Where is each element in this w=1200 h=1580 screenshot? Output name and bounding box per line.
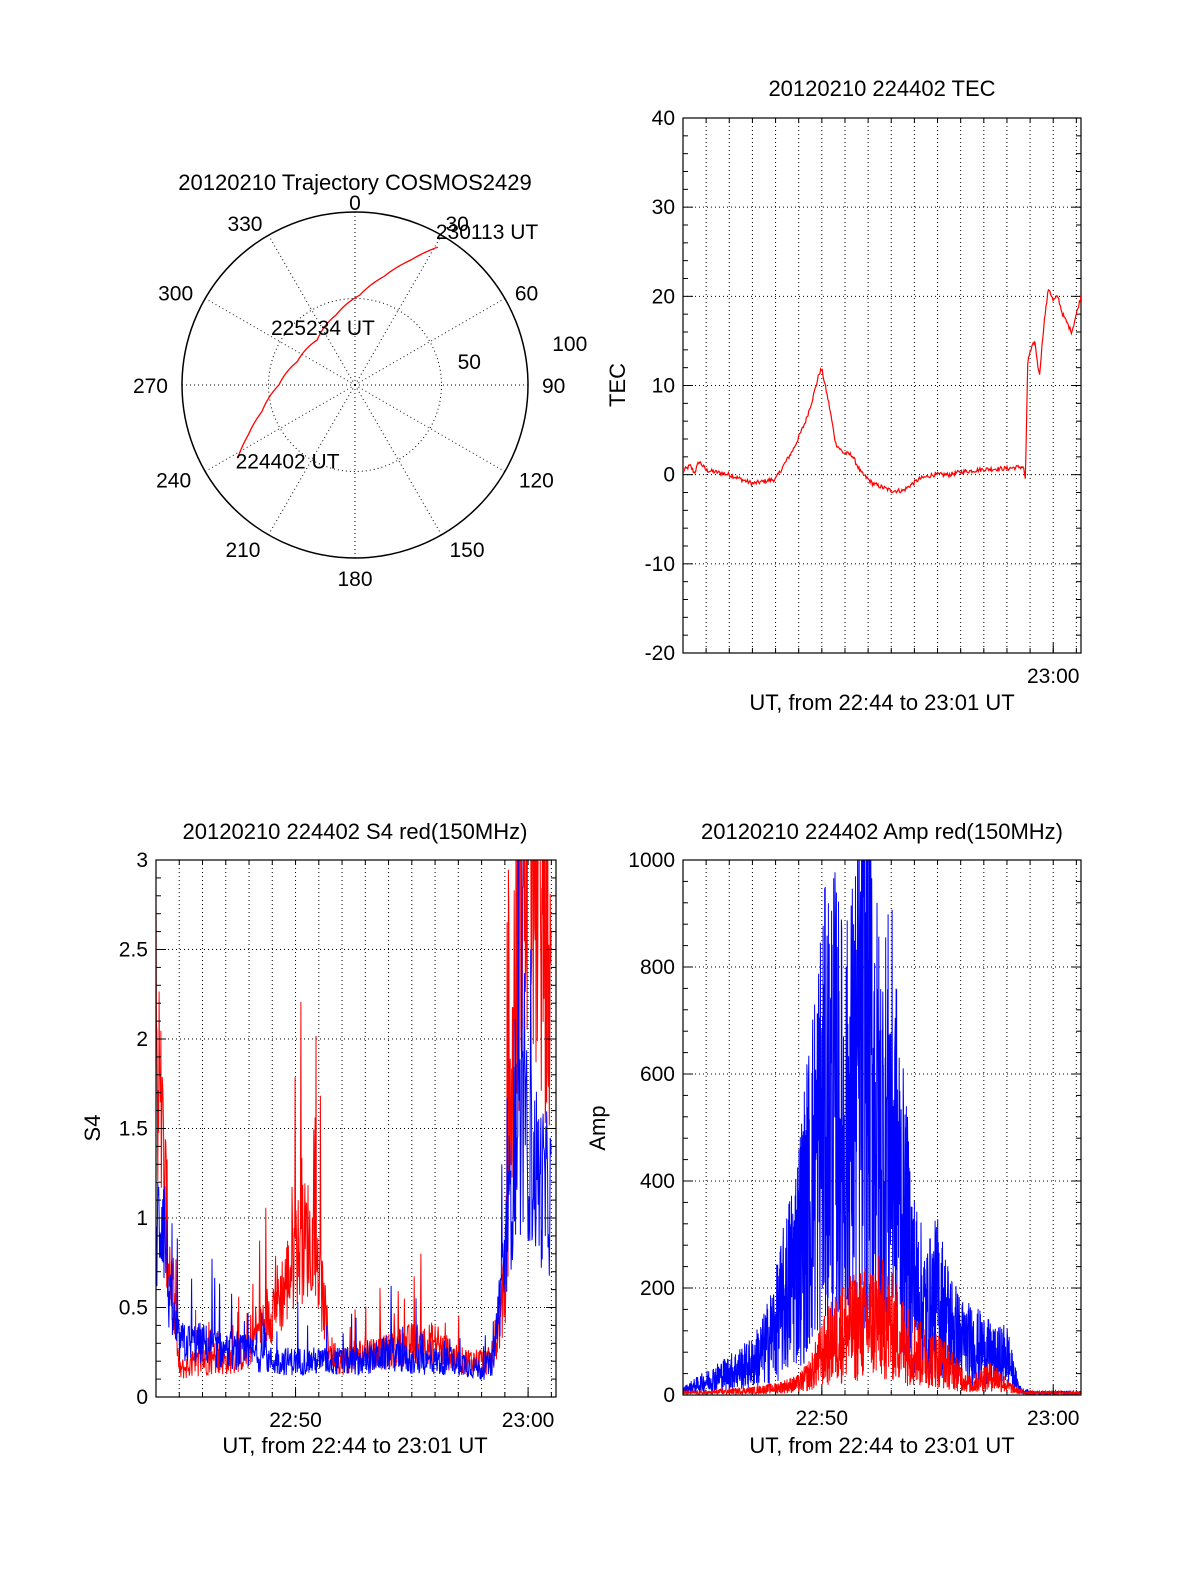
trajectory-time-label: 224402 UT	[236, 450, 340, 473]
polar-angle-label: 60	[515, 283, 538, 306]
polar-outer-circle	[181, 211, 529, 559]
y-tick-label: 2	[136, 1028, 148, 1051]
polar-spoke	[354, 384, 442, 536]
polar-angle-label: 330	[227, 213, 262, 236]
polar-angle-label: 240	[156, 470, 191, 493]
y-tick-label: -10	[645, 553, 675, 576]
y-tick-label: 0	[663, 1384, 675, 1407]
polar-angle-label: 180	[337, 568, 372, 591]
tec-title: 20120210 224402 TEC	[768, 76, 995, 101]
trajectory-time-label: 230113 UT	[436, 221, 539, 244]
polar-spoke	[204, 384, 356, 472]
y-tick-label: 600	[640, 1063, 675, 1086]
amp-title: 20120210 224402 Amp red(150MHz)	[701, 819, 1063, 844]
polar-radial-labels: 50 100	[458, 333, 588, 374]
s4-title: 20120210 224402 S4 red(150MHz)	[183, 819, 528, 844]
polar-spoke	[204, 298, 356, 386]
polar-angle-label: 150	[450, 539, 485, 562]
amp-series	[683, 860, 1081, 1395]
polar-angle-label: 120	[519, 470, 554, 493]
tec-x-label: UT, from 22:44 to 23:01 UT	[749, 690, 1014, 715]
s4-series	[156, 860, 552, 1380]
amp-panel: 20120210 224402 Amp red(150MHz) 0 200 400 6…	[585, 819, 1082, 1458]
x-tick-label: 23:00	[1027, 1407, 1080, 1430]
tec-y-ticks: -20 -10 0 10 20 30 40	[645, 107, 1081, 665]
polar-ring	[268, 298, 442, 472]
y-tick-label: 0	[663, 464, 675, 487]
s4-x-ticks: 22:50 23:00	[269, 1387, 554, 1432]
x-tick-label: 23:00	[1027, 665, 1080, 688]
y-tick-label: 800	[640, 956, 675, 979]
polar-angle-label: 300	[158, 283, 193, 306]
trajectory-line	[237, 246, 439, 459]
trajectory-time-label: 225234 UT	[271, 317, 375, 340]
y-tick-label: 1.5	[119, 1118, 148, 1141]
s4-panel: 20120210 224402 S4 red(150MHz) 0 0.5 1 1.5 2…	[80, 819, 557, 1458]
y-tick-label: 200	[640, 1277, 675, 1300]
polar-angle-label: 90	[542, 375, 565, 398]
y-tick-label: 0	[136, 1386, 148, 1409]
polar-spoke	[354, 234, 442, 386]
polar-spoke	[268, 384, 356, 536]
amp-x-ticks: 22:50 23:00	[796, 1385, 1080, 1430]
y-tick-label: 2.5	[119, 939, 148, 962]
y-tick-label: 20	[652, 285, 675, 308]
tec-series	[683, 288, 1081, 494]
x-tick-label: 22:50	[796, 1407, 849, 1430]
y-tick-label: 400	[640, 1170, 675, 1193]
polar-angle-label: 210	[225, 539, 260, 562]
polar-angle-labels: 0 30 60 90 120 150 180 210 240 270 300 330	[133, 192, 565, 591]
x-tick-label: 22:50	[269, 1409, 322, 1432]
amp-x-label: UT, from 22:44 to 23:01 UT	[749, 1433, 1014, 1458]
polar-radial-label: 50	[458, 351, 481, 374]
y-tick-label: 1000	[628, 849, 675, 872]
s4-y-label: S4	[80, 1115, 105, 1142]
trajectory-track	[237, 246, 439, 459]
tec-panel: 20120210 224402 TEC -20 -10 0 10 20 30 40 23:0…	[605, 76, 1082, 715]
polar-grid	[182, 212, 528, 558]
tec-grid	[682, 118, 1081, 653]
polar-radial-label: 100	[552, 333, 587, 356]
polar-spoke	[354, 298, 506, 386]
amp-plot-frame	[682, 859, 1082, 1396]
s4-x-label: UT, from 22:44 to 23:01 UT	[222, 1433, 487, 1458]
red-series-line	[683, 288, 1081, 494]
s4-y-ticks: 0 0.5 1 1.5 2 2.5 3	[119, 849, 556, 1409]
polar-angle-label: 0	[349, 192, 361, 215]
y-tick-label: 40	[652, 107, 675, 130]
amp-y-label: Amp	[585, 1105, 610, 1150]
y-tick-label: 10	[652, 375, 675, 398]
y-tick-label: 1	[136, 1207, 148, 1230]
x-tick-label: 23:00	[502, 1409, 555, 1432]
y-tick-label: 3	[136, 849, 148, 872]
y-tick-label: 0.5	[119, 1297, 148, 1320]
trajectory-annotations: 224402 UT 225234 UT 230113 UT	[236, 221, 539, 473]
tec-y-label: TEC	[605, 363, 630, 407]
red-series-line	[683, 1256, 1081, 1395]
polar-angle-label: 30	[446, 213, 469, 236]
polar-spoke	[268, 234, 356, 386]
polar-spoke	[354, 384, 506, 472]
trajectory-panel: 20120210 Trajectory COSMOS2429 0 30 60 90 12…	[133, 170, 587, 591]
polar-angle-label: 270	[133, 375, 168, 398]
y-tick-label: 30	[652, 196, 675, 219]
y-tick-label: -20	[645, 642, 675, 665]
blue-series-line	[156, 860, 552, 1380]
trajectory-title: 20120210 Trajectory COSMOS2429	[178, 170, 531, 195]
tec-x-ticks: 23:00	[1027, 643, 1080, 688]
tec-plot-frame	[682, 117, 1082, 654]
amp-y-ticks: 0 200 400 600 800 1000	[628, 849, 1081, 1407]
red-series-line	[156, 860, 552, 1379]
